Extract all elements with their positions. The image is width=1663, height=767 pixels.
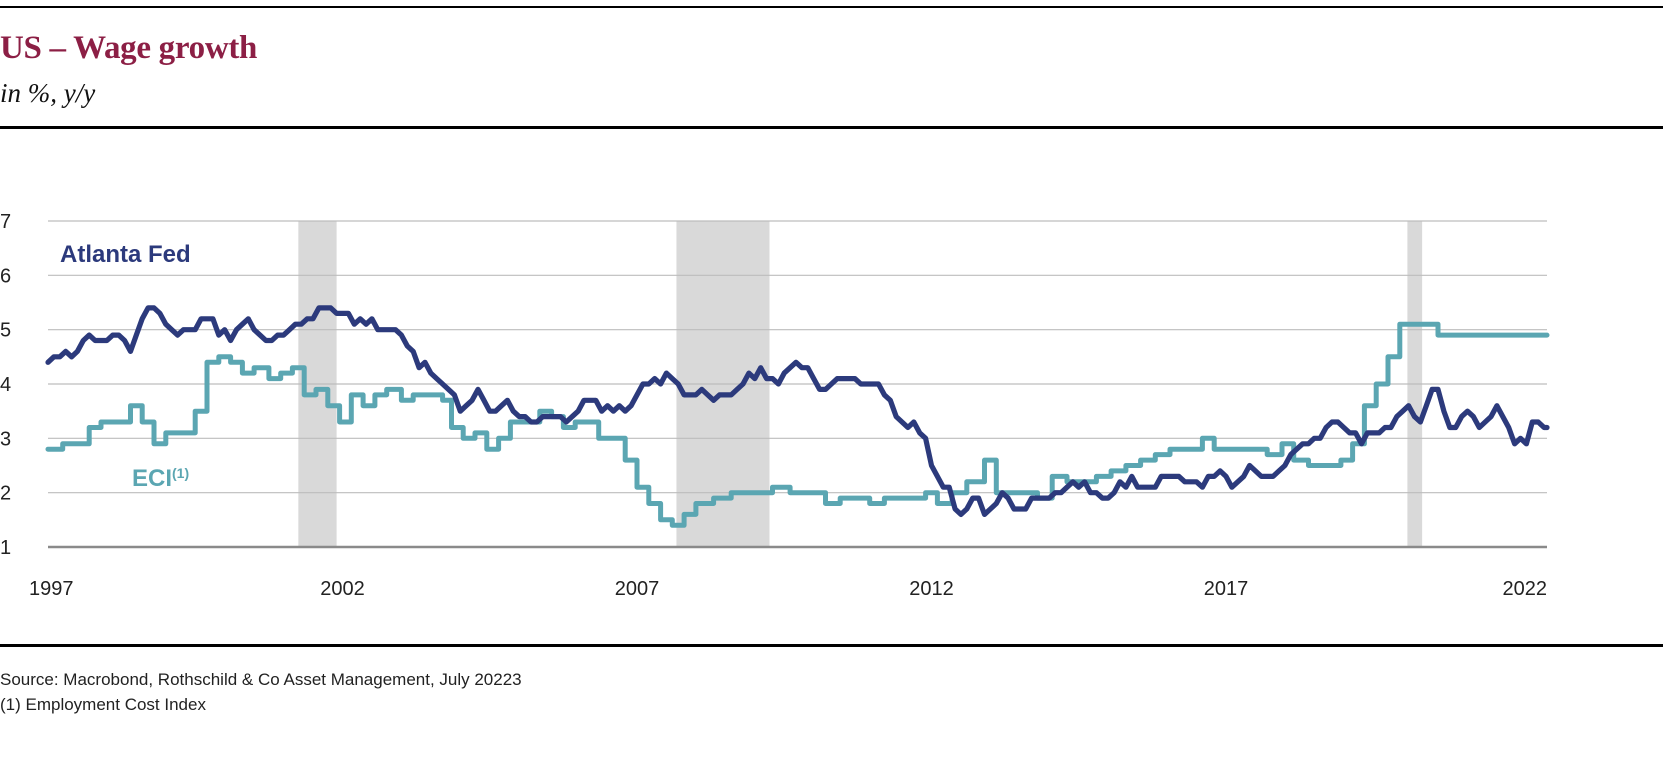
footnote-eci: (1) Employment Cost Index <box>0 695 206 714</box>
y-tick-label-7: 7 <box>0 211 11 233</box>
series-lines <box>45 305 1550 528</box>
x-tick-label-1997: 1997 <box>29 578 74 600</box>
top-rule <box>0 6 1663 8</box>
y-tick-label-4: 4 <box>0 374 11 396</box>
x-tick-label-2012: 2012 <box>909 578 954 600</box>
x-tick-label-2002: 2002 <box>320 578 365 600</box>
chart-title: US – Wage growth <box>0 30 258 66</box>
y-tick-label-6: 6 <box>0 265 11 287</box>
y-tick-label-1: 1 <box>0 537 11 559</box>
y-tick-label-5: 5 <box>0 320 11 342</box>
series-labels: Atlanta Fed ECI(1) <box>60 241 191 492</box>
x-tick-label-2017: 2017 <box>1204 578 1249 600</box>
series-label-eci: ECI(1) <box>132 465 189 492</box>
series-line-eci <box>45 321 1550 528</box>
footer-rule <box>0 644 1663 647</box>
chart: 1 2 3 4 5 6 7 1997 2002 2007 2012 2017 2022 Atlanta… <box>0 211 1550 600</box>
y-axis-ticks: 1 2 3 4 5 6 7 <box>0 211 11 559</box>
series-label-atlanta-fed: Atlanta Fed <box>60 241 191 268</box>
x-axis-ticks: 1997 2002 2007 2012 2017 2022 <box>29 578 1547 600</box>
x-tick-label-2007: 2007 <box>615 578 660 600</box>
y-tick-label-3: 3 <box>0 428 11 450</box>
source-note: Source: Macrobond, Rothschild & Co Asset… <box>0 670 522 689</box>
chart-subtitle: in %, y/y <box>0 78 96 108</box>
series-line-atlanta-fed <box>45 305 1550 517</box>
series-label-eci-text: ECI <box>132 465 172 492</box>
y-tick-label-2: 2 <box>0 483 11 505</box>
header-rule <box>0 126 1663 129</box>
series-label-eci-superscript: (1) <box>172 465 189 481</box>
x-tick-label-2022: 2022 <box>1503 578 1548 600</box>
grid-lines <box>48 220 1547 549</box>
